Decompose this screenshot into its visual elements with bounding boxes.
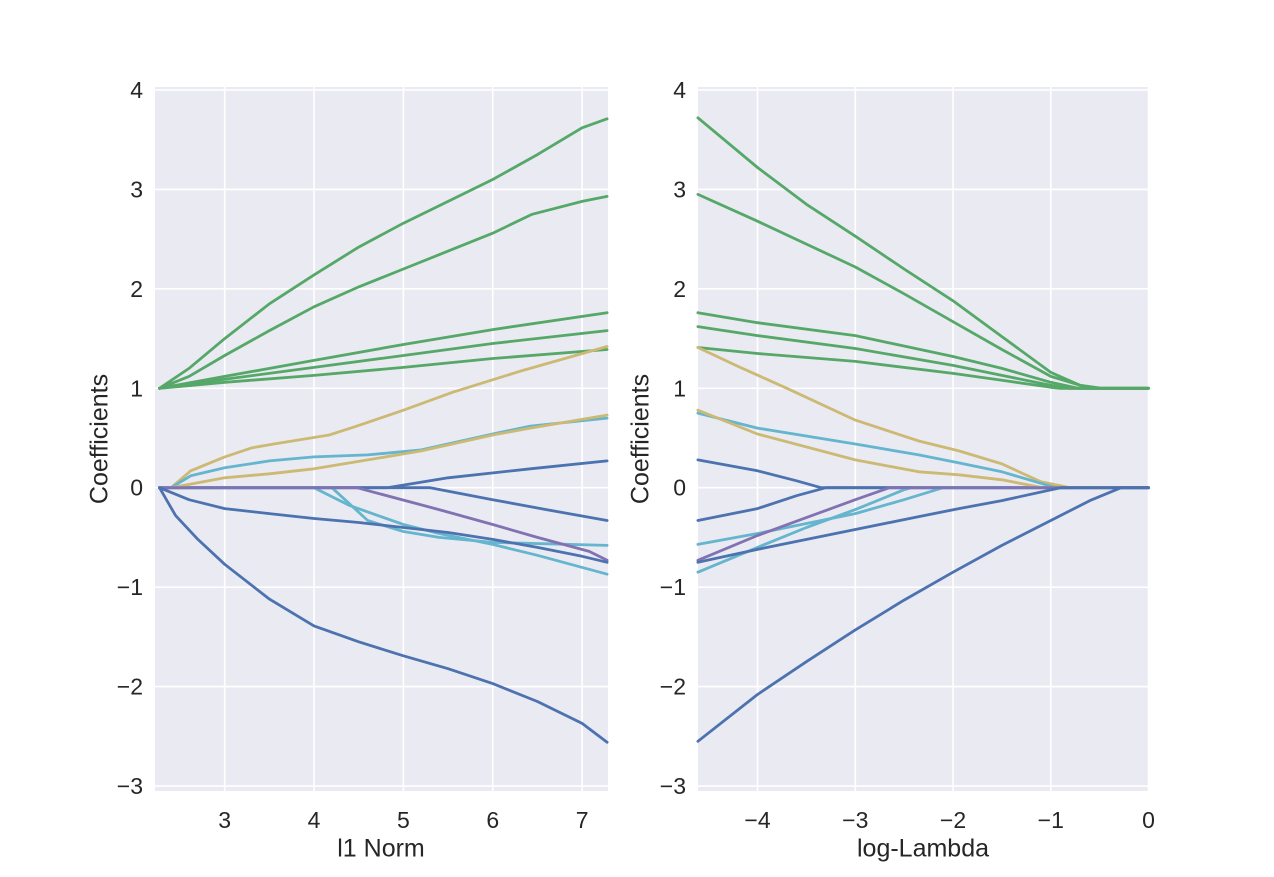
x-tick-label: −1 (1038, 807, 1064, 833)
y-tick-label: 1 (673, 375, 686, 401)
y-tick-label: −3 (660, 773, 686, 799)
series-line-coef-tan-1 (169, 345, 609, 490)
series-line-coef-cyan-up (696, 411, 1150, 490)
y-tick-label: 4 (130, 77, 143, 103)
x-tick-label: −2 (940, 807, 966, 833)
y-tick-label: −2 (660, 674, 686, 700)
y-tick-label: 2 (130, 276, 143, 302)
x-axis-label-right: log-Lambda (856, 834, 990, 863)
series-line-coef-green-2 (158, 194, 609, 390)
series-line-coef-blue-gentle (158, 486, 609, 564)
y-axis-label-left: Coefficients (85, 373, 114, 505)
series-line-coef-green-1 (158, 117, 609, 390)
y-tick-label: 2 (673, 276, 686, 302)
x-axis-label-left: l1 Norm (337, 834, 425, 863)
x-tick-label: 6 (486, 807, 499, 833)
series-line-coef-green-5 (158, 348, 609, 390)
y-axis-label-right: Coefficients (626, 373, 655, 505)
y-tick-label: 1 (130, 375, 143, 401)
y-tick-label: −1 (117, 574, 143, 600)
series-line-coef-green-3 (158, 311, 609, 390)
y-tick-label: 3 (130, 176, 143, 202)
axes-background (155, 87, 608, 791)
y-tick-label: −1 (660, 574, 686, 600)
y-tick-label: −2 (117, 674, 143, 700)
x-tick-label: −3 (842, 807, 868, 833)
y-tick-label: 4 (673, 77, 686, 103)
series-line-coef-blue-gentle (696, 486, 1150, 564)
axes-background (698, 87, 1149, 791)
series-line-coef-blue-big (158, 486, 609, 744)
x-tick-label: 7 (576, 807, 589, 833)
series-line-coef-purple (696, 486, 1150, 562)
y-tick-label: 0 (130, 475, 143, 501)
series-line-coef-purple (158, 486, 609, 562)
x-tick-label: −4 (744, 807, 770, 833)
x-tick-label: 0 (1142, 807, 1155, 833)
series-line-coef-tan-1 (696, 346, 1150, 490)
series-line-coef-green-2 (696, 192, 1150, 390)
series-line-coef-blue-big (696, 486, 1150, 743)
y-tick-label: 3 (673, 176, 686, 202)
series-line-coef-green-4 (158, 329, 609, 390)
x-tick-label: 4 (308, 807, 321, 833)
x-tick-label: 3 (218, 807, 231, 833)
x-tick-label: 5 (397, 807, 410, 833)
series-line-coef-tan-2 (169, 413, 609, 490)
series-line-coef-green-5 (696, 346, 1150, 390)
y-tick-label: −3 (117, 773, 143, 799)
y-tick-label: 0 (673, 475, 686, 501)
series-line-coef-cyan-up (169, 416, 609, 490)
